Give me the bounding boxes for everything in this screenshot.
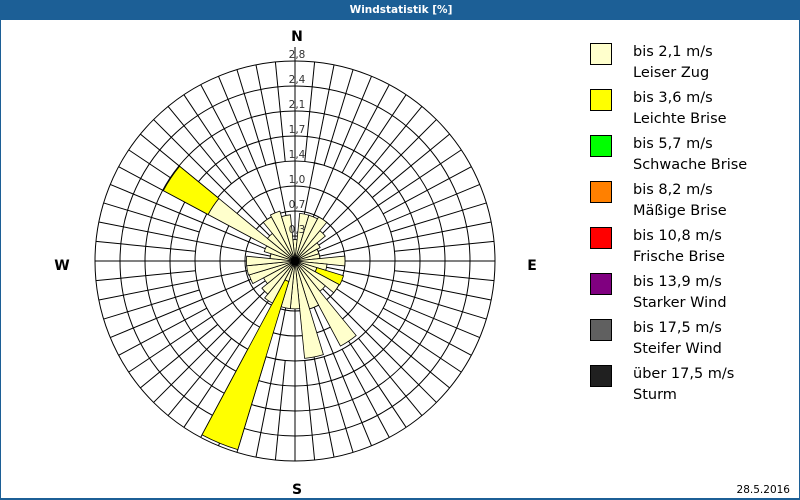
grid-spoke-minor (382, 307, 472, 356)
legend-range: bis 8,2 m/s (633, 182, 713, 198)
legend-item-starker-wind: bis 13,9 m/s Starker Wind (590, 272, 790, 318)
grid-spoke-minor (167, 337, 232, 416)
legend-item-sturm: über 17,5 m/s Sturm (590, 364, 790, 410)
legend-swatch (590, 43, 612, 65)
compass-north-label: N (291, 29, 303, 45)
grid-spoke-minor (95, 270, 196, 282)
grid-spoke-minor (140, 324, 219, 389)
legend-range: bis 2,1 m/s (633, 44, 713, 60)
grid-spoke-minor (390, 202, 487, 233)
radial-tick-label: 1,7 (289, 124, 306, 136)
radial-tick-label: 1,0 (289, 174, 306, 186)
legend: bis 2,1 m/s Leiser Zug bis 3,6 m/s Leichte… (590, 42, 790, 410)
grid-spoke-minor (274, 360, 286, 461)
grid-spoke-minor (200, 84, 249, 174)
grid-spoke-minor (103, 202, 200, 233)
grid-spoke-minor (394, 240, 495, 252)
grid-spoke-minor (167, 106, 232, 185)
grid-spoke-minor (358, 106, 423, 185)
radial-tick-label: 2,4 (289, 74, 306, 86)
grid-spoke-minor (382, 166, 472, 215)
radial-tick-label: 0,7 (289, 199, 306, 211)
compass-south-label: S (292, 482, 302, 498)
radial-tick-label: 2,1 (289, 99, 306, 111)
polar-grid (94, 47, 496, 462)
grid-spoke-minor (95, 240, 196, 252)
legend-label: Starker Wind (633, 295, 727, 311)
radial-tick-label: 0,3 (289, 224, 306, 236)
legend-swatch (590, 89, 612, 111)
legend-swatch (590, 227, 612, 249)
radial-tick-label: 1,4 (289, 149, 306, 161)
legend-swatch (590, 135, 612, 157)
grid-spoke-minor (358, 337, 423, 416)
legend-swatch (590, 181, 612, 203)
grid-spoke-minor (390, 289, 487, 320)
compass-west-label: W (54, 258, 69, 274)
legend-range: über 17,5 m/s (633, 366, 735, 382)
grid-spoke (294, 260, 492, 301)
grid-spoke-minor (323, 356, 354, 453)
legend-item-leiser-zug: bis 2,1 m/s Leiser Zug (590, 42, 790, 88)
wind-bar-segment (281, 214, 296, 262)
legend-label: Schwache Brise (633, 157, 748, 173)
grid-spoke-minor (394, 270, 495, 282)
legend-item-steifer-wind: bis 17,5 m/s Steifer Wind (590, 318, 790, 364)
legend-swatch (590, 365, 612, 387)
grid-spoke-minor (103, 289, 200, 320)
legend-item-frische-brise: bis 10,8 m/s Frische Brise (590, 226, 790, 272)
radial-tick-label: 2,8 (289, 49, 306, 61)
wind-bar-segment (201, 279, 290, 451)
radial-tick-labels: 0,3 0,7 1,0 1,4 1,7 2,1 2,4 2,8 (289, 49, 306, 236)
center-hub (291, 257, 299, 265)
wind-rose-bars (162, 165, 357, 451)
grid-spoke (294, 149, 462, 262)
grid-spoke-minor (274, 61, 286, 162)
grid-spoke-minor (236, 69, 267, 166)
date-stamp: 28.5.2016 (736, 484, 790, 496)
compass-east-label: E (527, 258, 537, 274)
grid-spoke (294, 221, 492, 262)
legend-range: bis 5,7 m/s (633, 136, 713, 152)
legend-label: Sturm (633, 387, 677, 403)
window-title: Windstatistik [%] (1, 0, 800, 20)
wind-bar-segment (162, 165, 220, 216)
grid-spoke-minor (304, 61, 316, 162)
grid-spoke-minor (371, 324, 450, 389)
legend-swatch (590, 273, 612, 295)
legend-label: Leiser Zug (633, 65, 710, 81)
grid-spoke-minor (371, 133, 450, 198)
legend-label: Leichte Brise (633, 111, 727, 127)
legend-label: Mäßige Brise (633, 203, 727, 219)
grid-spoke (110, 184, 296, 262)
legend-range: bis 13,9 m/s (633, 274, 722, 290)
grid-spoke-minor (341, 84, 390, 174)
grid-spoke (98, 221, 296, 262)
grid-spoke-minor (323, 69, 354, 166)
legend-item-schwache-brise: bis 5,7 m/s Schwache Brise (590, 134, 790, 180)
legend-label: Frische Brise (633, 249, 725, 265)
legend-item-maessige-brise: bis 8,2 m/s Mäßige Brise (590, 180, 790, 226)
legend-item-leichte-brise: bis 3,6 m/s Leichte Brise (590, 88, 790, 134)
legend-range: bis 3,6 m/s (633, 90, 713, 106)
legend-range: bis 10,8 m/s (633, 228, 722, 244)
grid-spoke-minor (304, 360, 316, 461)
legend-label: Steifer Wind (633, 341, 722, 357)
legend-swatch (590, 319, 612, 341)
grid-spoke (294, 184, 480, 262)
grid-spoke-minor (118, 307, 208, 356)
legend-range: bis 17,5 m/s (633, 320, 722, 336)
grid-spoke-minor (341, 348, 390, 438)
